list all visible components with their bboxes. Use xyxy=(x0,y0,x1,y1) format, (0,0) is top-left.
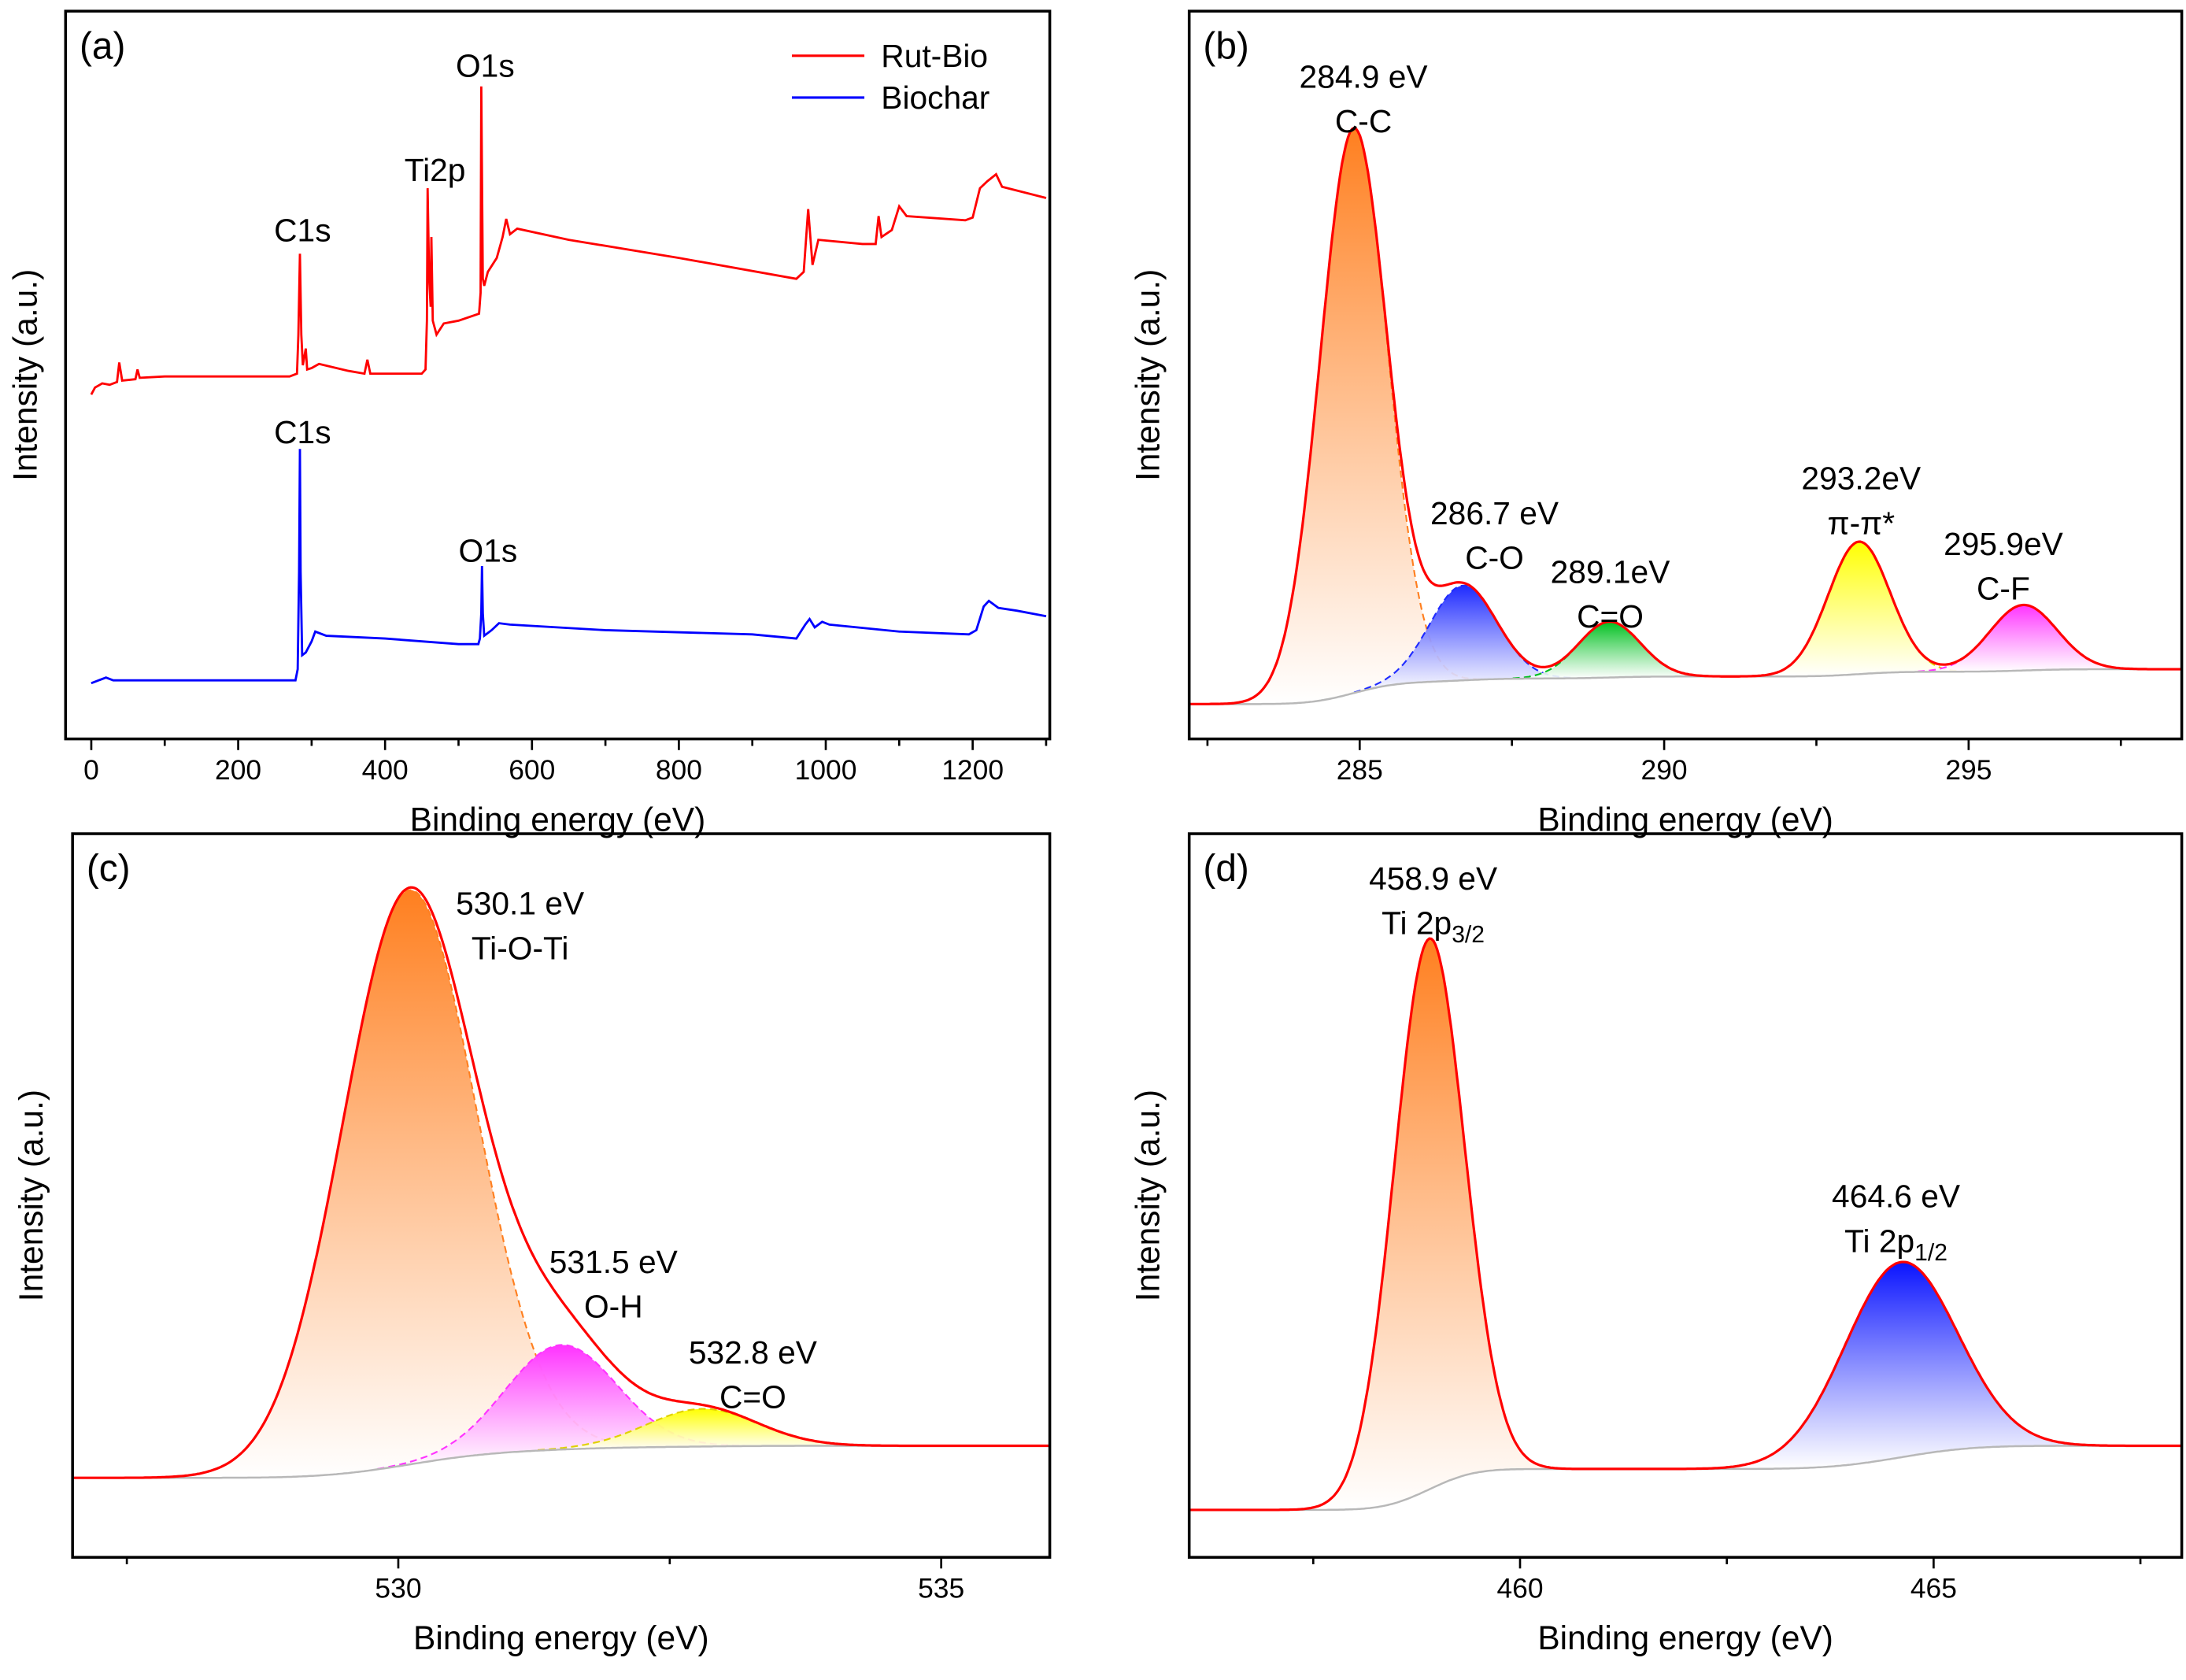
envelope-line xyxy=(1189,937,2182,1512)
component-fill-0 xyxy=(1226,128,1481,705)
plot-frame xyxy=(64,9,1052,741)
x-tick-label: 295 xyxy=(1945,754,1992,786)
peak-assignment-label: C-O xyxy=(1465,540,1524,576)
plot-frame xyxy=(1187,832,2184,1559)
peak-energy-label: 293.2eV xyxy=(1801,461,1921,497)
peak-energy-label: 464.6 eV xyxy=(1832,1179,1960,1215)
legend-entry: Rut-Bio xyxy=(881,38,988,74)
component-fill-1 xyxy=(1705,1262,2097,1469)
peak-label: C1s xyxy=(274,414,331,450)
x-tick-label: 1200 xyxy=(941,754,1004,786)
envelope-line xyxy=(72,886,1050,1479)
assignment-text: C=O xyxy=(719,1379,786,1415)
peak-assignment-label: Ti-O-Ti xyxy=(472,930,569,966)
x-tick-label: 600 xyxy=(509,754,555,786)
series-line-biochar xyxy=(91,449,1047,685)
x-tick-label: 200 xyxy=(215,754,261,786)
peak-label: Ti2p xyxy=(405,152,466,188)
panel-label: (d) xyxy=(1203,848,1248,890)
y-axis-title: Intensity (a.u.) xyxy=(13,1090,50,1301)
x-tick-label: 460 xyxy=(1496,1573,1543,1604)
peak-energy-label: 530.1 eV xyxy=(456,886,584,922)
peak-label: C1s xyxy=(274,212,331,248)
assignment-text: Ti 2p xyxy=(1382,905,1452,942)
panel-a: Rut-Bio Biochar C1s Ti2p O1s C1s O1s 0 200 400 600… xyxy=(8,9,1052,838)
panel-c: 530.1 eV Ti-O-Ti 531.5 eV O-H 532.8 eV C=O 530… xyxy=(13,832,1052,1657)
legend-entry: Biochar xyxy=(881,80,989,116)
panel-label: (b) xyxy=(1203,25,1248,67)
x-tick-label: 1000 xyxy=(795,754,857,786)
peak-energy-label: 295.9eV xyxy=(1944,526,2063,562)
component-fill-2 xyxy=(1512,621,1706,679)
peak-assignment-label: C=O xyxy=(1577,598,1644,635)
peak-energy-label: 532.8 eV xyxy=(689,1334,817,1371)
peak-assignment-label: O-H xyxy=(584,1289,643,1325)
assignment-text: Ti 2p xyxy=(1844,1223,1914,1259)
peak-assignment-label: π-π* xyxy=(1827,505,1895,541)
component-fill-3 xyxy=(1755,542,1964,677)
x-tick-label: 530 xyxy=(375,1573,421,1604)
x-axis-title: Binding energy (eV) xyxy=(1537,1620,1833,1657)
y-axis-title: Intensity (a.u.) xyxy=(1130,269,1167,481)
x-tick-label: 290 xyxy=(1641,754,1688,786)
assignment-text: Ti-O-Ti xyxy=(472,930,569,966)
component-fill-1 xyxy=(1354,585,1573,694)
panel-label: (c) xyxy=(87,848,131,890)
assignment-text: C-C xyxy=(1335,103,1392,139)
panel-label: (a) xyxy=(80,25,125,67)
component-fill-4 xyxy=(1918,605,2131,672)
peak-energy-label: 286.7 eV xyxy=(1430,495,1559,531)
component-fill-0 xyxy=(1296,938,1561,1510)
component-curve-1 xyxy=(1353,584,1573,694)
peak-energy-label: 531.5 eV xyxy=(549,1244,678,1280)
assignment-text: C=O xyxy=(1577,598,1644,635)
assignment-subscript: 1/2 xyxy=(1914,1240,1947,1266)
y-axis-title: Intensity (a.u.) xyxy=(8,269,45,481)
assignment-text: C-F xyxy=(1977,571,2030,607)
assignment-text: π-π* xyxy=(1827,505,1895,541)
x-tick-label: 285 xyxy=(1337,754,1383,786)
peak-energy-label: 284.9 eV xyxy=(1300,59,1428,95)
x-tick-label: 800 xyxy=(656,754,702,786)
assignment-subscript: 3/2 xyxy=(1452,922,1485,948)
plot-frame xyxy=(71,832,1052,1559)
peak-label: O1s xyxy=(459,533,518,569)
peak-assignment-label: C=O xyxy=(719,1379,786,1415)
x-tick-label: 465 xyxy=(1910,1573,1957,1604)
assignment-text: C-O xyxy=(1465,540,1524,576)
peak-assignment-label: Ti 2p1/2 xyxy=(1844,1223,1947,1266)
series-line-rut-bio xyxy=(90,86,1047,395)
x-tick-label: 400 xyxy=(362,754,409,786)
assignment-text: O-H xyxy=(584,1289,643,1325)
envelope-line xyxy=(1189,126,2182,705)
peak-assignment-label: C-F xyxy=(1977,571,2030,607)
plot-frame xyxy=(1187,9,2184,741)
background-line xyxy=(1189,668,2182,705)
peak-energy-label: 289.1eV xyxy=(1551,553,1670,590)
x-axis-title: Binding energy (eV) xyxy=(413,1620,709,1657)
peak-assignment-label: C-C xyxy=(1335,103,1392,139)
x-tick-label: 0 xyxy=(83,754,99,786)
peak-assignment-label: Ti 2p3/2 xyxy=(1382,905,1485,949)
x-tick-label: 535 xyxy=(918,1573,964,1604)
component-curve-2 xyxy=(538,1408,868,1452)
peak-energy-label: 458.9 eV xyxy=(1369,860,1497,897)
component-fill-2 xyxy=(538,1408,868,1451)
y-axis-title: Intensity (a.u.) xyxy=(1130,1090,1167,1301)
peak-label: O1s xyxy=(456,47,515,83)
component-fill-0 xyxy=(156,890,663,1478)
panel-b: 284.9 eV C-C 286.7 eV C-O 289.1eV C=O 293.2eV π… xyxy=(1130,9,2184,838)
